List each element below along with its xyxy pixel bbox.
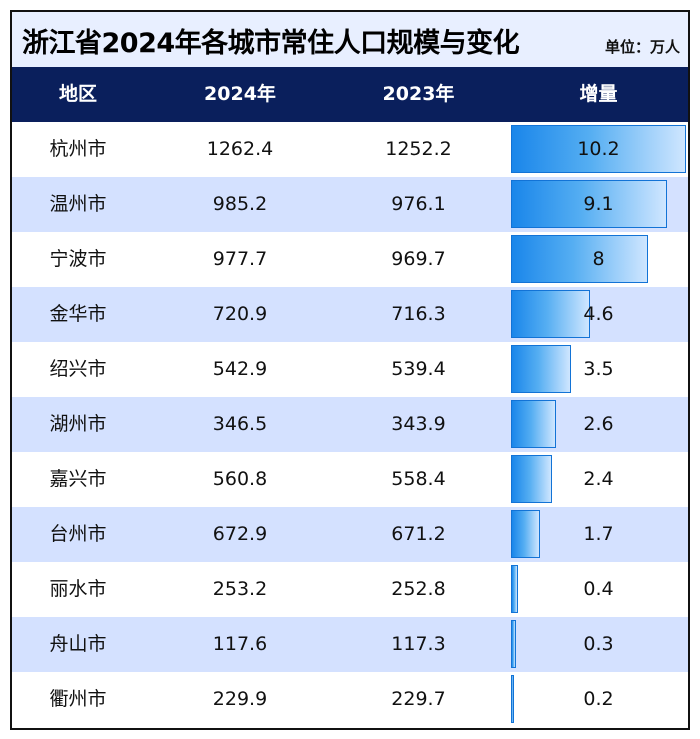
- increase-value-cell: 2.4: [583, 468, 614, 490]
- value-2023-cell: 969.7: [391, 248, 446, 270]
- value-2023-cell: 716.3: [391, 303, 446, 325]
- region-cell: 丽水市: [49, 578, 107, 600]
- increase-bar: [511, 180, 667, 228]
- value-2024-cell: 977.7: [212, 248, 268, 270]
- increase-bar: [511, 675, 514, 723]
- increase-value-cell: 3.5: [583, 358, 614, 380]
- table-row: 宁波市 977.7 969.7 8: [12, 232, 688, 287]
- table-row: 绍兴市 542.9 539.4 3.5: [12, 342, 688, 397]
- increase-bar: [511, 510, 540, 558]
- page-title: 浙江省2024年各城市常住人口规模与变化: [22, 28, 520, 59]
- column-header-increase: 增量: [579, 83, 618, 105]
- value-2023-cell: 539.4: [391, 358, 446, 380]
- increase-bar: [511, 455, 552, 503]
- increase-value-cell: 0.2: [583, 688, 614, 710]
- increase-value-cell: 0.4: [583, 578, 614, 600]
- increase-value-cell: 1.7: [583, 523, 614, 545]
- value-2024-cell: 672.9: [212, 523, 268, 545]
- unit-label: 单位：万人: [604, 38, 680, 56]
- increase-value-cell: 4.6: [583, 303, 614, 325]
- value-2023-cell: 558.4: [391, 468, 446, 490]
- value-2023-cell: 1252.2: [385, 138, 452, 160]
- value-2023-cell: 229.7: [391, 688, 446, 710]
- region-cell: 舟山市: [49, 633, 107, 655]
- value-2024-cell: 985.2: [212, 193, 268, 215]
- value-2024-cell: 720.9: [212, 303, 268, 325]
- increase-bar: [511, 620, 516, 668]
- increase-bar: [511, 400, 556, 448]
- table-row: 丽水市 253.2 252.8 0.4: [12, 562, 688, 617]
- column-header-2024: 2024年: [204, 83, 276, 105]
- increase-bar: [511, 290, 590, 338]
- value-2024-cell: 542.9: [212, 358, 268, 380]
- value-2023-cell: 343.9: [391, 413, 446, 435]
- increase-value-cell: 10.2: [577, 138, 620, 160]
- table-row: 温州市 985.2 976.1 9.1: [12, 177, 688, 232]
- region-cell: 湖州市: [49, 413, 107, 435]
- increase-bar: [511, 565, 518, 613]
- value-2023-cell: 117.3: [391, 633, 446, 655]
- value-2024-cell: 253.2: [212, 578, 268, 600]
- column-header-2023: 2023年: [382, 83, 455, 105]
- table-row: 衢州市 229.9 229.7 0.2: [12, 672, 688, 727]
- region-cell: 宁波市: [49, 248, 107, 270]
- value-2023-cell: 671.2: [391, 523, 446, 545]
- region-cell: 金华市: [49, 303, 107, 325]
- table-row: 杭州市 1262.4 1252.2 10.2: [12, 122, 688, 177]
- increase-bar: [511, 235, 648, 283]
- increase-value-cell: 9.1: [583, 193, 614, 215]
- region-cell: 衢州市: [49, 688, 107, 710]
- table-row: 金华市 720.9 716.3 4.6: [12, 287, 688, 342]
- table-row: 台州市 672.9 671.2 1.7: [12, 507, 688, 562]
- increase-value-cell: 0.3: [583, 633, 614, 655]
- table-header: 地区 2024年 2023年 增量: [12, 67, 688, 122]
- table-row: 嘉兴市 560.8 558.4 2.4: [12, 452, 688, 507]
- increase-value-cell: 8: [592, 248, 605, 270]
- region-cell: 杭州市: [49, 138, 107, 160]
- column-header-region: 地区: [58, 83, 97, 105]
- value-2023-cell: 252.8: [391, 578, 446, 600]
- table-row: 舟山市 117.6 117.3 0.3: [12, 617, 688, 672]
- value-2024-cell: 560.8: [212, 468, 268, 490]
- increase-bar: [511, 125, 686, 173]
- region-cell: 嘉兴市: [49, 468, 107, 490]
- value-2023-cell: 976.1: [391, 193, 446, 215]
- table-body: 杭州市 1262.4 1252.2 10.2 温州市 985.2 976.1 9.1 宁波市 97…: [12, 122, 688, 727]
- increase-bar: [511, 345, 571, 393]
- table-row: 湖州市 346.5 343.9 2.6: [12, 397, 688, 452]
- region-cell: 绍兴市: [49, 358, 107, 380]
- title-bar: 浙江省2024年各城市常住人口规模与变化 单位：万人: [12, 12, 688, 67]
- value-2024-cell: 346.5: [212, 413, 268, 435]
- region-cell: 温州市: [49, 193, 107, 215]
- value-2024-cell: 229.9: [212, 688, 268, 710]
- table-frame: 浙江省2024年各城市常住人口规模与变化 单位：万人 地区 2024年 2023…: [10, 10, 690, 730]
- value-2024-cell: 117.6: [212, 633, 268, 655]
- region-cell: 台州市: [49, 523, 107, 545]
- value-2024-cell: 1262.4: [206, 138, 274, 160]
- increase-value-cell: 2.6: [583, 413, 614, 435]
